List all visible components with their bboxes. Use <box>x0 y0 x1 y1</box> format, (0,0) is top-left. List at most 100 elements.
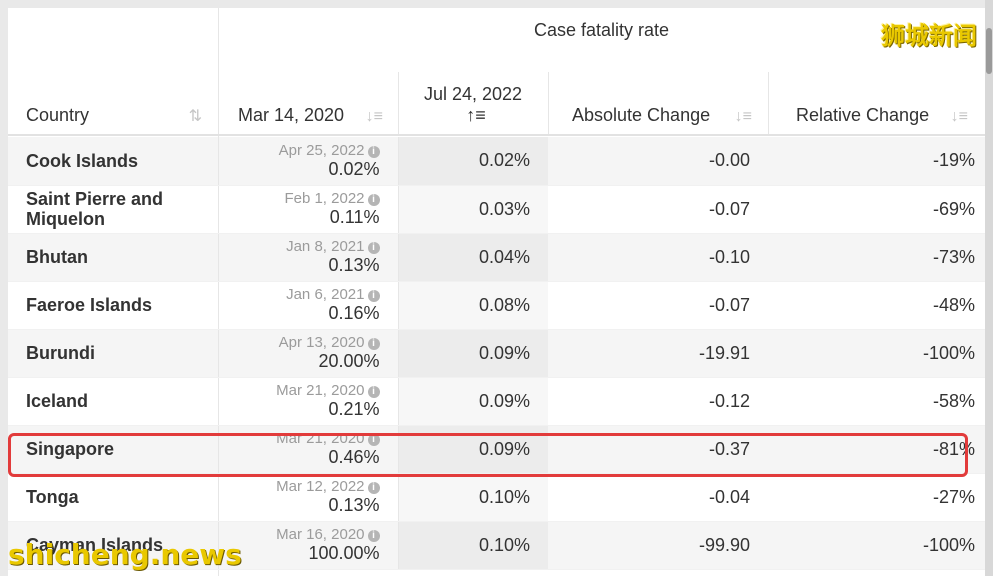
country-name: Iceland <box>8 377 219 426</box>
relative-change-value: -58% <box>768 377 985 426</box>
sort-descending-icon[interactable]: ↓≡ <box>365 108 383 125</box>
reference-date: Jan 8, 2021 i <box>219 239 380 255</box>
info-icon[interactable]: i <box>367 338 380 350</box>
absolute-change-value: -0.07 <box>548 185 768 234</box>
column-divider <box>398 72 399 136</box>
relative-change-value: -81% <box>768 425 985 474</box>
scrollbar-thumb[interactable] <box>986 28 992 74</box>
info-icon[interactable]: i <box>367 194 380 206</box>
absolute-change-value: -0.12 <box>548 377 768 426</box>
mar-14-2020-value: 100.00% <box>308 543 380 563</box>
mar-14-2020-value: 0.46% <box>328 447 380 467</box>
mar-14-2020-cell: Mar 12, 2022 i 0.13% <box>218 473 399 522</box>
table-row[interactable]: Cayman Islands Mar 16, 2020 i 100.00% 0.1… <box>8 521 985 570</box>
mar-14-2020-cell: Apr 13, 2020 i 20.00% <box>218 329 399 378</box>
column-header-label: Absolute Change <box>572 105 711 125</box>
mar-14-2020-cell: Jan 8, 2021 i 0.13% <box>218 233 399 282</box>
column-header-label: Country <box>26 105 90 125</box>
reference-date: Feb 1, 2022 i <box>219 191 380 207</box>
info-icon[interactable]: i <box>367 145 380 158</box>
column-header-country[interactable]: Country ⇅ <box>26 72 202 136</box>
sort-descending-icon[interactable]: ↓≡ <box>950 108 968 125</box>
jul-24-2022-value: 0.09% <box>398 329 548 378</box>
group-title: Case fatality rate <box>533 20 670 40</box>
column-header-label: Jul 24, 2022 <box>423 84 523 104</box>
mar-14-2020-value: 0.13% <box>328 255 380 275</box>
jul-24-2022-value: 0.09% <box>398 377 548 426</box>
mar-14-2020-cell: Apr 25, 2022 i 0.02% <box>218 137 399 186</box>
jul-24-2022-value: 0.04% <box>398 233 548 282</box>
absolute-change-value: -0.04 <box>548 473 768 522</box>
info-icon[interactable]: i <box>367 434 380 446</box>
watermark-logo-cn: 狮城新闻 <box>881 22 977 50</box>
mar-14-2020-value: 0.21% <box>328 399 380 419</box>
column-header-label: Mar 14, 2020 <box>238 105 345 125</box>
absolute-change-value: -0.37 <box>548 425 768 474</box>
mar-14-2020-value: 0.11% <box>329 207 380 227</box>
reference-date: Mar 21, 2020 i <box>219 383 380 399</box>
mar-14-2020-value: 0.02% <box>328 158 380 179</box>
reference-date: Apr 25, 2022 i <box>219 142 380 159</box>
mar-14-2020-cell: Jan 6, 2021 i 0.16% <box>218 281 399 330</box>
info-icon[interactable]: i <box>367 482 380 494</box>
jul-24-2022-value: 0.10% <box>398 521 548 570</box>
jul-24-2022-value: 0.03% <box>398 185 548 234</box>
column-divider <box>768 72 769 136</box>
reference-date: Apr 13, 2020 i <box>219 335 380 351</box>
watermark-site: shicheng.news <box>8 538 242 571</box>
table-row[interactable]: Faeroe Islands Jan 6, 2021 i 0.16% 0.08% … <box>8 281 985 330</box>
reference-date: Mar 16, 2020 i <box>219 527 380 543</box>
reference-date: Mar 12, 2022 i <box>219 479 380 495</box>
country-name: Burundi <box>8 329 219 378</box>
mar-14-2020-value: 0.13% <box>328 495 380 515</box>
country-name: Faeroe Islands <box>8 281 219 330</box>
absolute-change-value: -0.10 <box>548 233 768 282</box>
table-row[interactable]: Tonga Mar 12, 2022 i 0.13% 0.10% -0.04 -2… <box>8 473 985 522</box>
info-icon[interactable]: i <box>367 242 380 254</box>
jul-24-2022-value: 0.02% <box>398 137 548 186</box>
header-border <box>8 134 985 136</box>
column-header-label: Relative Change <box>796 105 930 125</box>
absolute-change-value: -19.91 <box>548 329 768 378</box>
relative-change-value: -100% <box>768 329 985 378</box>
jul-24-2022-value: 0.10% <box>398 473 548 522</box>
info-icon[interactable]: i <box>367 386 380 398</box>
relative-change-value: -27% <box>768 473 985 522</box>
mar-14-2020-cell: Mar 16, 2020 i 100.00% <box>218 521 399 570</box>
column-header-jul-24-2022[interactable]: Jul 24, 2022 ↑≡ <box>400 72 546 136</box>
column-divider <box>548 72 549 136</box>
data-table-panel: Case fatality rate Country ⇅ Mar 14, 202… <box>8 8 985 576</box>
info-icon[interactable]: i <box>367 290 380 302</box>
column-header-mar-14-2020[interactable]: Mar 14, 2020 ↓≡ <box>238 72 383 136</box>
jul-24-2022-value: 0.08% <box>398 281 548 330</box>
country-name: Saint Pierre and Miquelon <box>8 185 219 234</box>
mar-14-2020-value: 0.16% <box>328 303 380 323</box>
absolute-change-value: -99.90 <box>548 521 768 570</box>
country-name: Singapore <box>8 425 219 474</box>
info-icon[interactable]: i <box>367 530 380 542</box>
table-row[interactable]: Bhutan Jan 8, 2021 i 0.13% 0.04% -0.10 -7… <box>8 233 985 282</box>
table-row[interactable]: Burundi Apr 13, 2020 i 20.00% 0.09% -19.9… <box>8 329 985 378</box>
column-header-absolute-change[interactable]: Absolute Change ↓≡ <box>572 72 752 136</box>
absolute-change-value: -0.07 <box>548 281 768 330</box>
sort-descending-icon[interactable]: ↓≡ <box>734 108 752 125</box>
mar-14-2020-cell: Feb 1, 2022 i 0.11% <box>218 185 399 234</box>
country-name: Cayman Islands <box>8 521 219 570</box>
sort-ascending-active-icon[interactable]: ↑≡ <box>466 105 486 125</box>
reference-date: Jan 6, 2021 i <box>219 287 380 303</box>
country-name: Bhutan <box>8 233 219 282</box>
column-header-relative-change[interactable]: Relative Change ↓≡ <box>796 72 968 136</box>
table-row[interactable]: Singapore Mar 21, 2020 i 0.46% 0.09% -0.3… <box>8 425 985 474</box>
table-row[interactable]: Iceland Mar 21, 2020 i 0.21% 0.09% -0.12 … <box>8 377 985 426</box>
relative-change-value: -48% <box>768 281 985 330</box>
country-name: Cook Islands <box>8 137 219 186</box>
relative-change-value: -100% <box>768 521 985 570</box>
table-row[interactable]: Saint Pierre and Miquelon Feb 1, 2022 i 0… <box>8 185 985 234</box>
table-row[interactable]: Cook Islands Apr 25, 2022 i 0.02% 0.02% -… <box>8 137 985 186</box>
mar-14-2020-cell: Mar 21, 2020 i 0.21% <box>218 377 399 426</box>
relative-change-value: -73% <box>768 233 985 282</box>
mar-14-2020-cell: Mar 21, 2020 i 0.46% <box>218 425 399 474</box>
sort-alpha-icon[interactable]: ⇅ <box>188 108 202 125</box>
mar-14-2020-value: 20.00% <box>318 351 380 371</box>
vertical-scrollbar[interactable] <box>985 0 993 576</box>
